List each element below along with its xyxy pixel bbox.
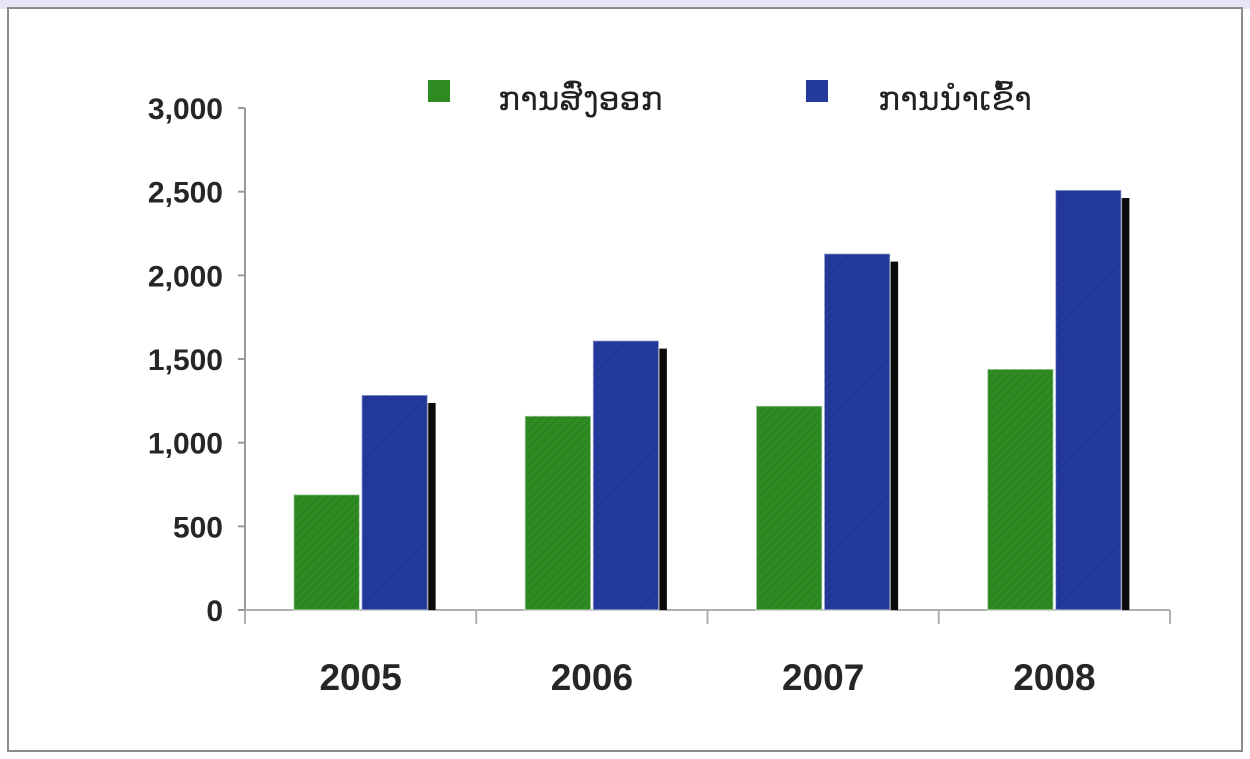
- x-tick-label: 2006: [551, 657, 633, 698]
- legend-swatch-export: [428, 80, 450, 102]
- y-tick-label: 2,000: [148, 260, 223, 293]
- bar-shadow: [427, 402, 436, 610]
- y-tick-label: 2,500: [148, 177, 223, 210]
- bar-texture: [824, 253, 891, 610]
- legend: ການສົ່ງອອກ ການນຳເຂົ້າ: [428, 79, 1032, 118]
- bar-texture: [592, 340, 659, 610]
- bar-texture: [1055, 189, 1122, 610]
- chart-border: [7, 7, 1243, 752]
- bar-shadow: [890, 261, 899, 610]
- bar-shadow: [658, 348, 667, 610]
- legend-swatch-import: [806, 80, 828, 102]
- bar-shadow: [1121, 197, 1130, 610]
- bar-texture: [293, 494, 360, 610]
- bar-texture: [361, 394, 428, 610]
- top-strip: [0, 0, 1250, 9]
- x-tick-label: 2007: [782, 657, 864, 698]
- legend-label-import: ການນຳເຂົ້າ: [878, 79, 1032, 118]
- x-tick-label: 2008: [1013, 657, 1095, 698]
- bars: [292, 189, 1130, 611]
- bar-texture: [756, 405, 823, 610]
- y-tick-label: 1,500: [148, 344, 223, 377]
- bar-texture: [987, 369, 1054, 610]
- y-tick-label: 1,000: [148, 428, 223, 461]
- x-tick-label: 2005: [319, 657, 401, 698]
- bar-texture: [524, 415, 591, 610]
- y-tick-label: 3,000: [148, 93, 223, 126]
- legend-label-export: ການສົ່ງອອກ: [498, 79, 663, 118]
- y-tick-label: 0: [206, 595, 223, 628]
- y-tick-label: 500: [173, 511, 223, 544]
